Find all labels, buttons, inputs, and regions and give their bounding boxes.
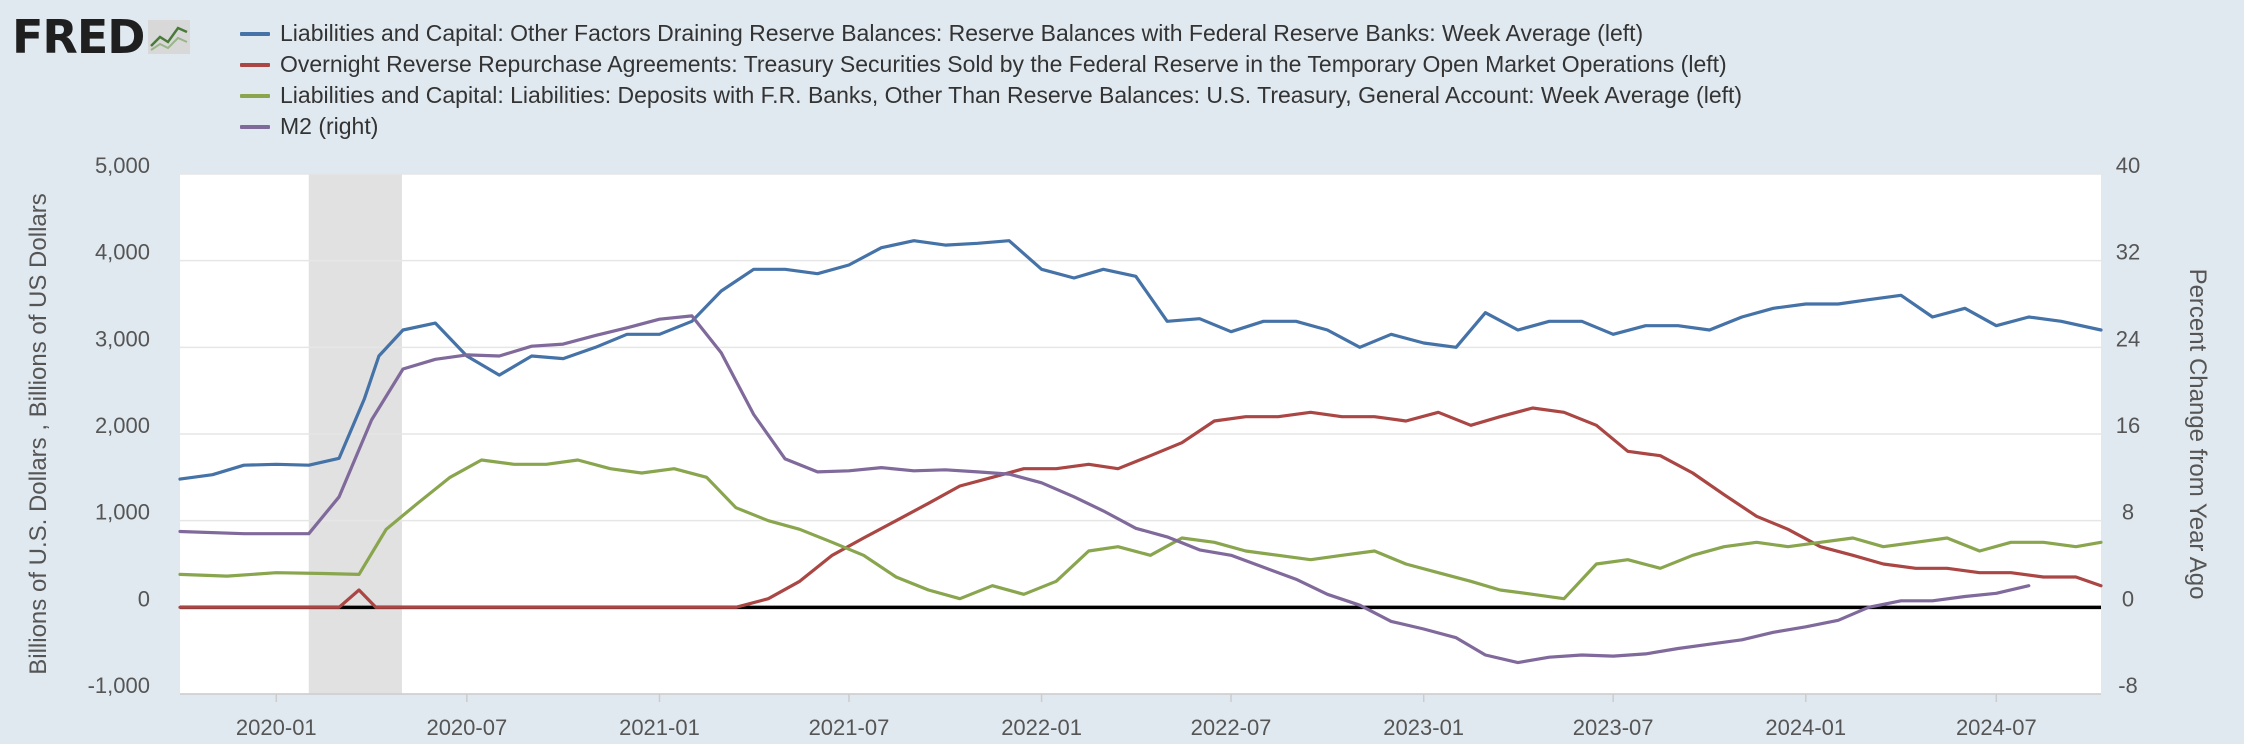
y-tick-right-label: 8 [2122,500,2134,525]
y-tick-left-label: 5,000 [95,153,150,178]
legend-item-reverse-repo: Overnight Reverse Repurchase Agreements:… [240,49,1742,80]
x-tick-label: 2024-07 [1956,715,2037,740]
y-tick-left-label: 1,000 [95,500,150,525]
legend-label: Liabilities and Capital: Liabilities: De… [280,82,1743,108]
y-tick-right-label: 16 [2116,413,2140,438]
y-tick-right-label: 40 [2116,153,2140,178]
legend-label: Liabilities and Capital: Other Factors D… [280,20,1644,46]
legend-swatch [240,62,270,67]
x-tick-label: 2022-07 [1191,715,1272,740]
series-m2-line [178,314,2031,665]
y-tick-left-label: -1,000 [88,673,150,698]
y-tick-right-label: -8 [2118,673,2138,698]
x-tick-label: 2022-01 [1001,715,1082,740]
y-axis-left-label: Billions of U.S. Dollars , Billions of U… [25,193,52,675]
series-reverse-repo-line [178,406,2103,609]
y-tick-left-label: 2,000 [95,413,150,438]
y-tick-right-label: 0 [2122,586,2134,611]
y-axis-right-label: Percent Change from Year Ago [2184,269,2211,600]
legend-swatch [240,124,270,129]
y-tick-right-label: 32 [2116,240,2140,265]
legend-label: M2 (right) [280,113,379,139]
legend-swatch [240,93,270,98]
legend-label: Overnight Reverse Repurchase Agreements:… [280,51,1727,77]
y-tick-left-label: 3,000 [95,326,150,351]
y-tick-left-label: 4,000 [95,240,150,265]
x-tick-label: 2020-01 [236,715,317,740]
legend-swatch [240,31,270,36]
fred-logo[interactable]: FRED [12,10,191,64]
legend-item-reserve-balances: Liabilities and Capital: Other Factors D… [240,18,1742,49]
fred-logo-text: FRED [12,10,145,64]
x-tick-label: 2021-01 [619,715,700,740]
x-tick-label: 2023-07 [1573,715,1654,740]
x-tick-label: 2023-01 [1383,715,1464,740]
legend-item-m2: M2 (right) [240,111,1742,142]
trend-graph-icon [148,20,191,54]
x-tick-label: 2021-07 [809,715,890,740]
series-reserve-balances-line [178,239,2103,481]
legend-item-treasury-general-account: Liabilities and Capital: Liabilities: De… [240,80,1742,111]
x-tick-label: 2020-07 [426,715,507,740]
y-tick-left-label: 0 [138,586,150,611]
y-tick-right-label: 24 [2116,326,2140,351]
x-tick-label: 2024-01 [1765,715,1846,740]
series-treasury-general-account-line [178,458,2103,601]
chart-legend: Liabilities and Capital: Other Factors D… [240,18,1742,142]
